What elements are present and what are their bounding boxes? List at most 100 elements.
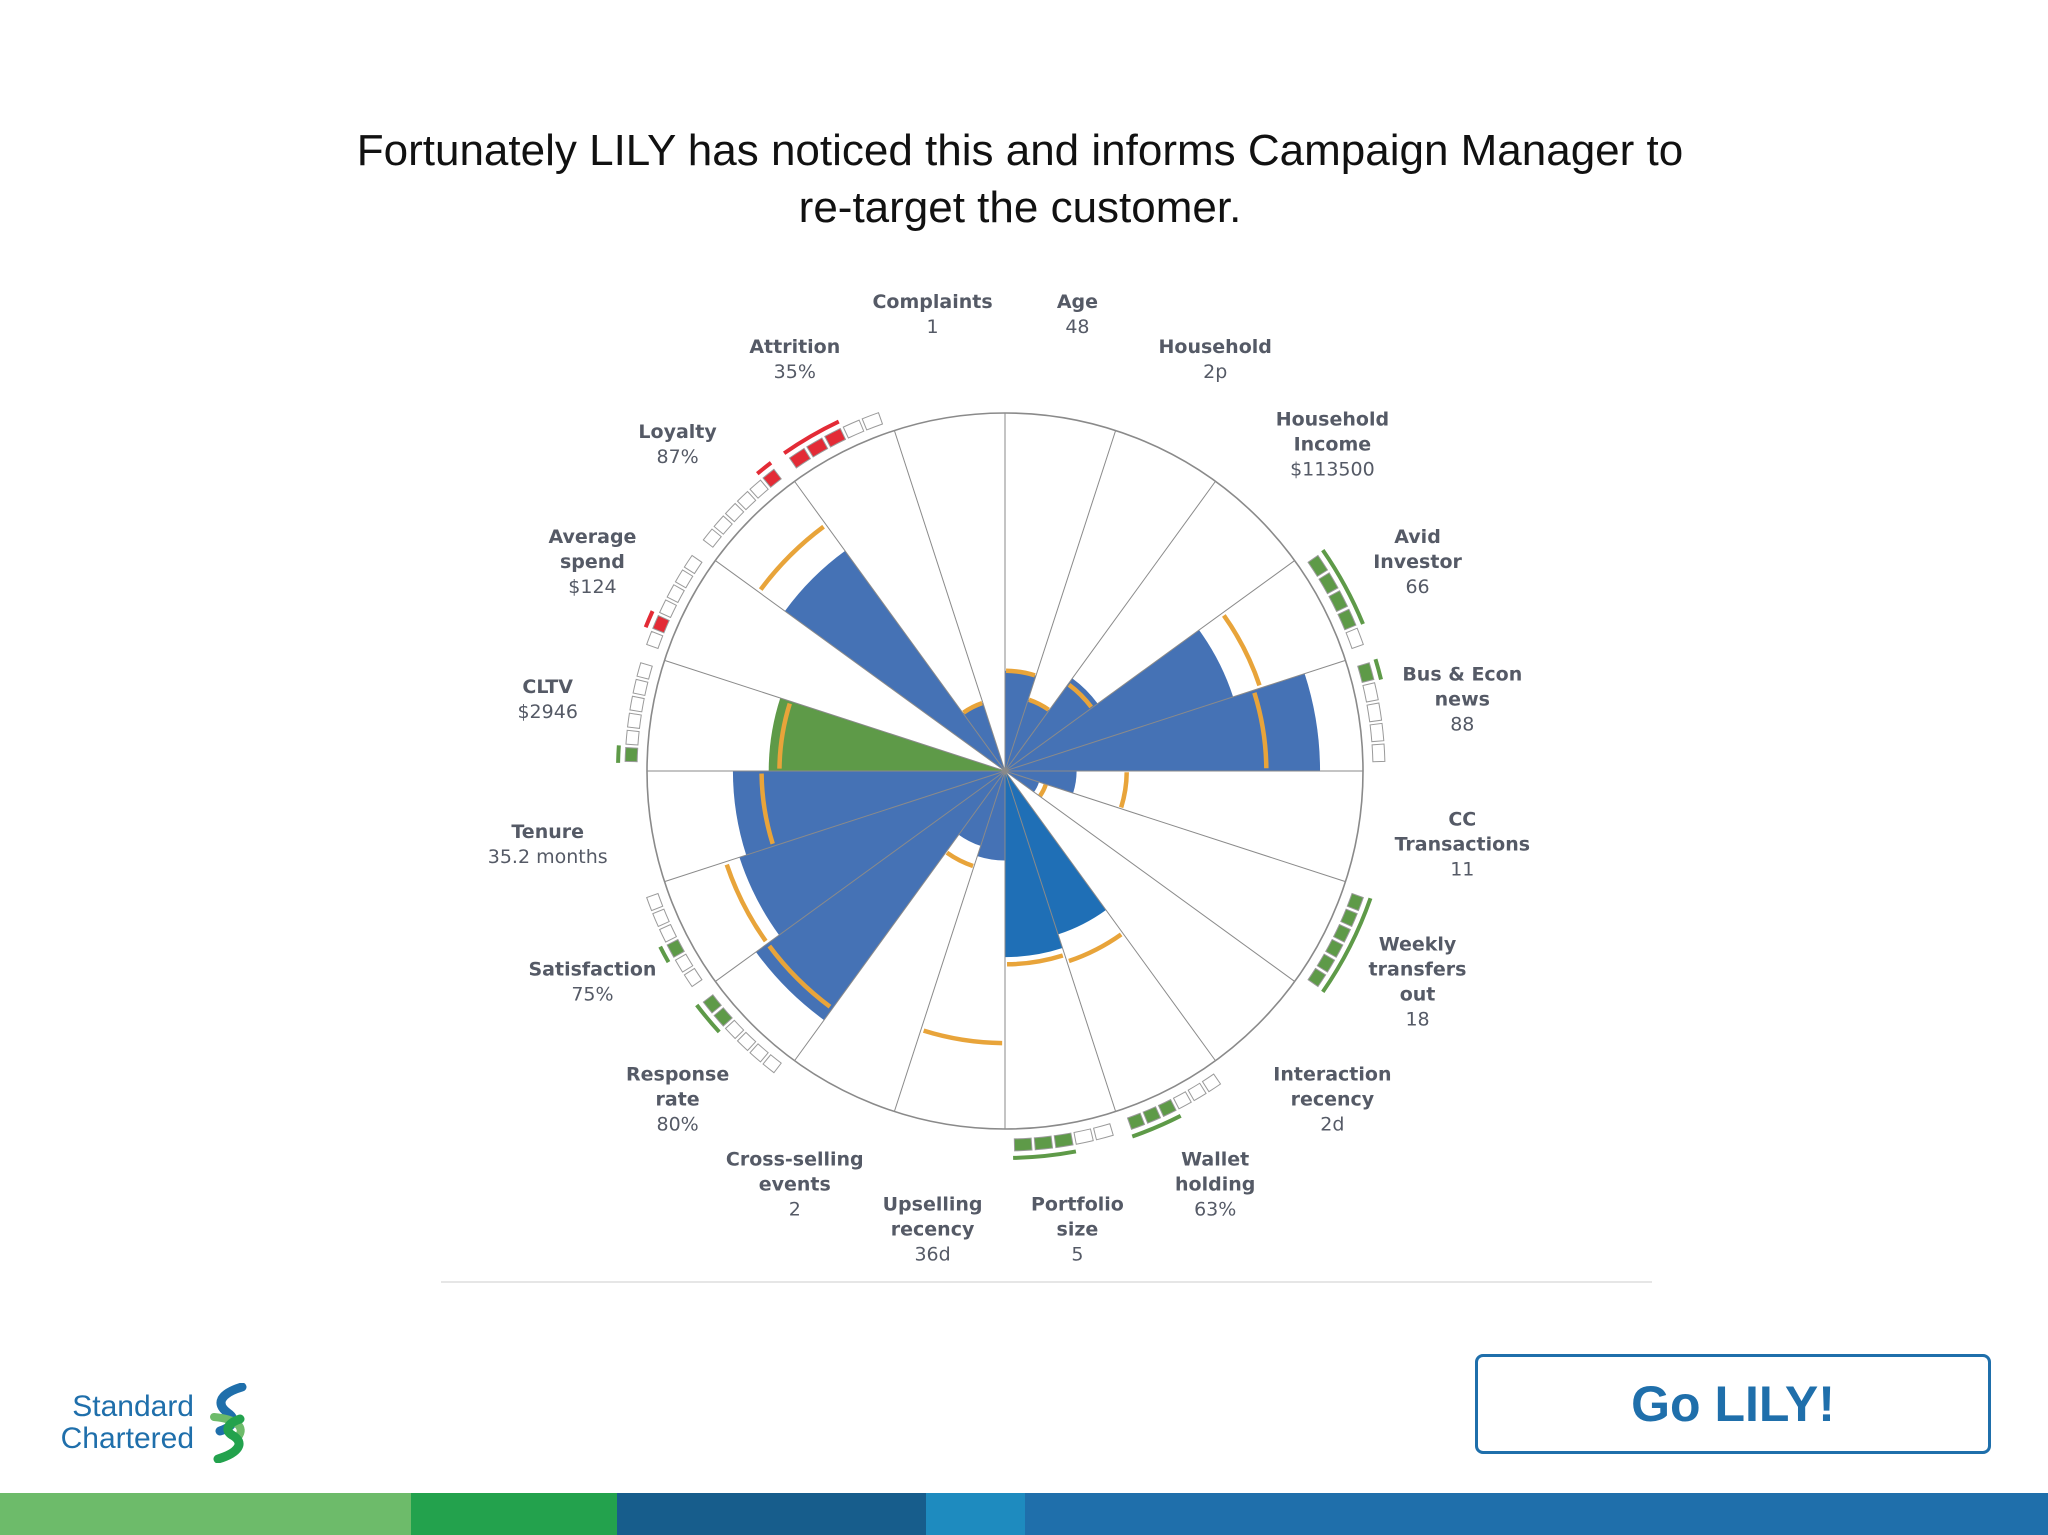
spoke-line — [664, 770, 1006, 883]
gauge-block-average-spend — [666, 584, 685, 604]
gauge-highlight-bus-econ-news — [1373, 658, 1383, 680]
gauge-block-loyalty — [749, 479, 769, 499]
wedge-wallet-holding — [1005, 771, 1107, 935]
customer-profile-polar-chart: Age 48 Household 2p Household Income $113500 Av… — [488, 291, 1530, 1265]
label-name-cc-transactions: CC — [1448, 808, 1476, 830]
benchmark-arc-tenure — [759, 773, 775, 845]
label-value-bus-econ-news: 88 — [1450, 714, 1474, 736]
label-interaction-recency: Interaction recency 2d — [1273, 1063, 1391, 1135]
gauge-block-cltv — [627, 712, 642, 729]
label-weekly-transfers-out: Weekly transfers out 18 — [1369, 934, 1467, 1031]
label-name-response-rate: Response — [626, 1063, 729, 1085]
label-name-loyalty: Loyalty — [638, 421, 717, 443]
gauge-block-satisfaction — [683, 967, 703, 988]
label-name-cc-transactions: Transactions — [1395, 833, 1530, 855]
benchmark-arc-portfolio-size — [1006, 953, 1064, 967]
label-cltv: CLTV $2946 — [517, 676, 577, 723]
label-name-avid-investor: Avid — [1394, 526, 1441, 548]
gauge-block-portfolio-size — [1033, 1135, 1054, 1151]
gauge-block-satisfaction — [646, 892, 664, 912]
gauge-block-attrition — [806, 437, 829, 458]
label-portfolio-size: Portfolio size 5 — [1031, 1193, 1124, 1265]
gauge-highlight-average-spend — [643, 610, 655, 629]
gauge-block-weekly-transfers-out — [1340, 908, 1358, 928]
gauge-block-wallet-holding — [1201, 1073, 1222, 1093]
label-name-age: Age — [1057, 291, 1098, 313]
label-name-cltv: CLTV — [522, 676, 573, 698]
label-name-upselling-recency: Upselling — [883, 1193, 983, 1215]
wedge-avid-investor — [1005, 630, 1234, 771]
gauge-highlight-avid-investor — [1321, 548, 1365, 625]
gauge-block-response-rate — [713, 1007, 733, 1027]
spoke-line — [893, 770, 1006, 1112]
gauge-highlight-weekly-transfers-out — [1321, 897, 1373, 994]
gauge-highlight-portfolio-size — [1013, 1149, 1077, 1160]
gauge-highlight-wallet-holding — [1131, 1114, 1182, 1139]
gauge-block-bus-econ-news — [1369, 722, 1385, 743]
gauge-block-response-rate — [762, 1054, 782, 1074]
label-name-wallet-holding: holding — [1175, 1174, 1255, 1196]
spoke-line — [1004, 430, 1117, 772]
label-name-wallet-holding: Wallet — [1181, 1149, 1249, 1171]
gauge-block-loyalty — [762, 468, 782, 488]
label-value-wallet-holding: 63% — [1194, 1199, 1236, 1221]
gauge-highlight-attrition — [782, 419, 840, 455]
label-name-cross-selling-events: events — [759, 1174, 831, 1196]
gauge-block-response-rate — [724, 1019, 745, 1040]
gauge-block-bus-econ-news — [1362, 682, 1379, 703]
benchmark-arc-upselling-recency — [922, 1028, 1003, 1046]
benchmark-arc-cross-selling-events — [945, 850, 974, 869]
spoke-line — [794, 481, 1006, 772]
label-age: Age 48 — [1057, 291, 1098, 338]
gauge-block-avid-investor — [1328, 590, 1349, 613]
label-bus-econ-news: Bus & Econ news 88 — [1402, 664, 1522, 736]
label-cc-transactions: CC Transactions 11 — [1395, 808, 1530, 880]
standard-chartered-logo: Standard Chartered — [50, 1383, 280, 1463]
label-name-portfolio-size: Portfolio — [1031, 1193, 1124, 1215]
label-cross-selling-events: Cross-selling events 2 — [726, 1149, 864, 1221]
gauge-block-avid-investor — [1337, 608, 1357, 631]
label-upselling-recency: Upselling recency 36d — [883, 1193, 983, 1265]
benchmark-arc-avid-investor — [1222, 614, 1262, 687]
wedge-weekly-transfers-out — [1005, 771, 1040, 793]
wedge-household-income — [1005, 678, 1098, 771]
gauge-block-satisfaction — [652, 908, 670, 928]
go-lily-button[interactable]: Go LILY! — [1475, 1354, 1991, 1454]
gauge-block-response-rate — [736, 1031, 757, 1052]
label-value-response-rate: 80% — [656, 1113, 698, 1135]
benchmark-arc-response-rate — [767, 944, 832, 1009]
spoke-line — [794, 770, 1006, 1061]
label-value-loyalty: 87% — [656, 446, 698, 468]
gauge-block-weekly-transfers-out — [1307, 967, 1327, 988]
gauge-block-bus-econ-news — [1357, 662, 1375, 684]
gauge-block-average-spend — [658, 599, 678, 619]
spoke-line — [1004, 481, 1216, 772]
label-name-bus-econ-news: Bus & Econ — [1402, 664, 1522, 686]
gauge-block-wallet-holding — [1126, 1112, 1146, 1130]
gauge-highlight-satisfaction — [658, 945, 671, 964]
label-name-response-rate: rate — [656, 1088, 700, 1110]
label-name-weekly-transfers-out: Weekly — [1379, 934, 1457, 956]
gauge-block-weekly-transfers-out — [1346, 892, 1364, 912]
spoke-line — [893, 430, 1006, 772]
label-value-complaints: 1 — [927, 316, 939, 338]
label-name-avid-investor: Investor — [1373, 551, 1462, 573]
standard-chartered-icon — [210, 1383, 247, 1463]
gauge-highlight-loyalty — [755, 461, 773, 476]
label-wallet-holding: Wallet holding 63% — [1175, 1149, 1255, 1221]
gauge-block-attrition — [861, 412, 884, 431]
gauge-block-cltv — [636, 662, 653, 680]
wedge-response-rate — [755, 771, 1005, 1021]
label-name-household-income: Income — [1294, 434, 1372, 456]
benchmark-arc-cltv — [777, 702, 792, 769]
spoke-line — [1004, 770, 1295, 982]
gauge-block-bus-econ-news — [1366, 702, 1383, 723]
label-name-weekly-transfers-out: transfers — [1369, 959, 1467, 981]
gauge-block-loyalty — [713, 515, 733, 535]
gauge-block-attrition — [824, 427, 847, 448]
label-value-avid-investor: 66 — [1405, 576, 1429, 598]
benchmark-arc-loyalty — [758, 524, 825, 591]
spoke-line — [1004, 770, 1117, 1112]
headline: Fortunately LILY has noticed this and in… — [250, 122, 1790, 236]
footer-band-1 — [0, 1493, 411, 1535]
